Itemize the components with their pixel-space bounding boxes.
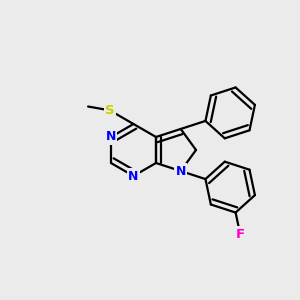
Text: N: N — [128, 169, 139, 182]
Text: F: F — [236, 228, 245, 241]
Text: S: S — [105, 104, 115, 117]
Text: N: N — [106, 130, 116, 143]
Text: N: N — [176, 164, 186, 178]
